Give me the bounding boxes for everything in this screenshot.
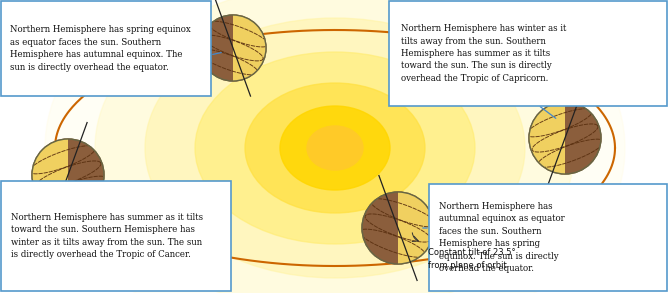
Text: Northern Hemisphere has winter as it
tilts away from the sun. Southern
Hemispher: Northern Hemisphere has winter as it til… (401, 24, 566, 83)
FancyBboxPatch shape (429, 184, 667, 291)
Text: Northern Hemisphere has spring equinox
as equator faces the sun. Southern
Hemisp: Northern Hemisphere has spring equinox a… (10, 25, 191, 72)
Text: Northern Hemisphere has
autumnal equinox as equator
faces the sun. Southern
Hemi: Northern Hemisphere has autumnal equinox… (440, 202, 565, 273)
Ellipse shape (95, 0, 575, 293)
Ellipse shape (245, 83, 425, 213)
Polygon shape (398, 192, 434, 264)
Ellipse shape (45, 0, 625, 293)
Circle shape (200, 15, 266, 81)
Circle shape (32, 139, 104, 211)
FancyBboxPatch shape (1, 1, 211, 96)
Text: Constant tilt of 23.5°
from plane of orbit: Constant tilt of 23.5° from plane of orb… (428, 248, 516, 270)
FancyBboxPatch shape (1, 181, 231, 291)
Ellipse shape (195, 52, 475, 244)
Polygon shape (32, 139, 68, 211)
Circle shape (362, 192, 434, 264)
Polygon shape (529, 102, 565, 174)
Ellipse shape (280, 106, 390, 190)
Polygon shape (233, 15, 266, 81)
FancyBboxPatch shape (389, 1, 667, 106)
Ellipse shape (145, 18, 525, 278)
Ellipse shape (307, 126, 363, 170)
Circle shape (529, 102, 601, 174)
Text: Northern Hemisphere has summer as it tilts
toward the sun. Southern Hemisphere h: Northern Hemisphere has summer as it til… (11, 213, 203, 259)
